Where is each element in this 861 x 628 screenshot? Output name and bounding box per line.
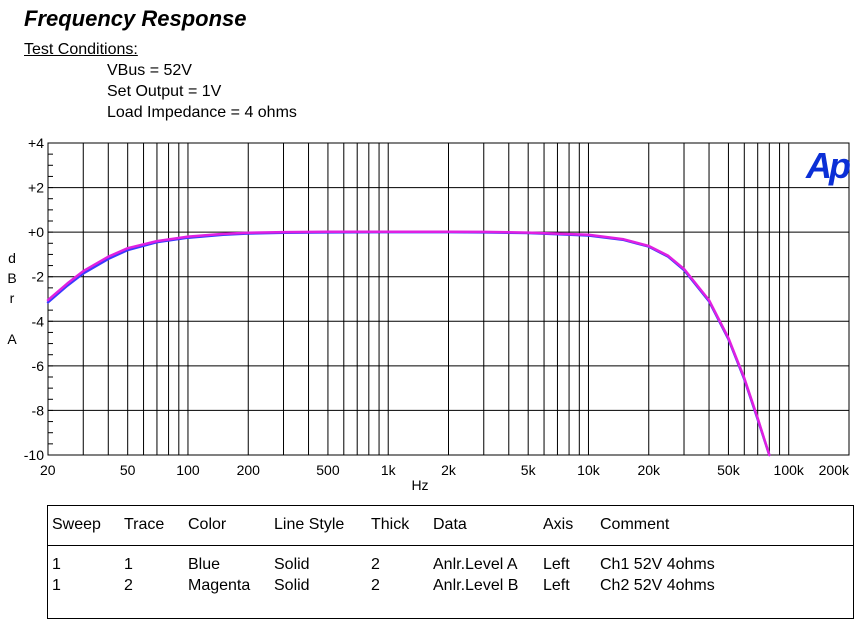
legend-header-thick: Thick <box>371 516 410 533</box>
x-tick-label: 50k <box>717 462 741 478</box>
y-tick-label: +0 <box>28 224 44 240</box>
y-tick-label: +4 <box>28 135 44 151</box>
condition-vbus: VBus = 52V <box>107 62 192 79</box>
y-axis-label-letter: B <box>7 270 16 286</box>
legend-cell-color: Magenta <box>188 577 251 594</box>
legend-header-data: Data <box>433 516 467 533</box>
ap-logo: Ap <box>805 145 850 186</box>
legend-row-trace-2: 1 2 Magenta Solid 2 Anlr.Level B Left Ch… <box>48 577 853 597</box>
y-tick-label: -6 <box>32 358 45 374</box>
legend-cell-trace: 2 <box>124 577 133 594</box>
legend-cell-thick: 2 <box>371 556 380 573</box>
x-tick-label: 20 <box>40 462 56 478</box>
x-tick-label: 20k <box>637 462 661 478</box>
legend-header-trace: Trace <box>124 516 165 533</box>
legend-cell-line-style: Solid <box>274 556 310 573</box>
legend-cell-axis: Left <box>543 577 570 594</box>
legend-row-trace-1: 1 1 Blue Solid 2 Anlr.Level A Left Ch1 5… <box>48 556 853 576</box>
x-tick-label: 10k <box>577 462 601 478</box>
y-axis-label-letter: r <box>10 290 15 306</box>
y-axis-label-letter: A <box>7 331 17 347</box>
legend-cell-sweep: 1 <box>52 577 61 594</box>
y-tick-label: -8 <box>32 402 45 418</box>
legend-cell-sweep: 1 <box>52 556 61 573</box>
legend-header-row: Sweep Trace Color Line Style Thick Data … <box>48 516 853 536</box>
x-tick-label: 50 <box>120 462 136 478</box>
legend-cell-comment: Ch2 52V 4ohms <box>600 577 715 594</box>
legend-cell-comment: Ch1 52V 4ohms <box>600 556 715 573</box>
legend-header-sweep: Sweep <box>52 516 101 533</box>
legend-cell-data: Anlr.Level A <box>433 556 518 573</box>
legend-divider <box>48 545 853 546</box>
x-tick-label: 200 <box>237 462 261 478</box>
x-tick-label: 5k <box>521 462 537 478</box>
legend-cell-line-style: Solid <box>274 577 310 594</box>
x-tick-label: 500 <box>316 462 340 478</box>
y-tick-label: -4 <box>32 313 45 329</box>
legend-cell-color: Blue <box>188 556 221 573</box>
legend-cell-trace: 1 <box>124 556 133 573</box>
x-tick-label: 2k <box>441 462 457 478</box>
legend-cell-thick: 2 <box>371 577 380 594</box>
legend-cell-data: Anlr.Level B <box>433 577 519 594</box>
series-line-2 <box>46 230 771 457</box>
y-tick-label: -10 <box>24 447 44 463</box>
legend-header-comment: Comment <box>600 516 670 533</box>
report-title: Frequency Response <box>24 6 247 31</box>
condition-set-output: Set Output = 1V <box>107 83 222 100</box>
legend-header-line-style: Line Style <box>274 516 345 533</box>
x-tick-label: 1k <box>381 462 397 478</box>
condition-load-impedance: Load Impedance = 4 ohms <box>107 104 297 121</box>
x-tick-label: 100 <box>176 462 200 478</box>
legend-table: Sweep Trace Color Line Style Thick Data … <box>47 505 854 619</box>
legend-header-axis: Axis <box>543 516 574 533</box>
y-tick-label: -2 <box>32 269 45 285</box>
x-tick-label: 100k <box>774 462 805 478</box>
legend-header-color: Color <box>188 516 227 533</box>
y-axis-label-letter: d <box>8 250 16 266</box>
y-tick-label: +2 <box>28 180 44 196</box>
test-conditions-heading: Test Conditions: <box>24 41 138 58</box>
x-axis-label: Hz <box>411 477 428 493</box>
series-line-1 <box>46 230 771 457</box>
x-tick-label: 200k <box>819 462 850 478</box>
legend-cell-axis: Left <box>543 556 570 573</box>
